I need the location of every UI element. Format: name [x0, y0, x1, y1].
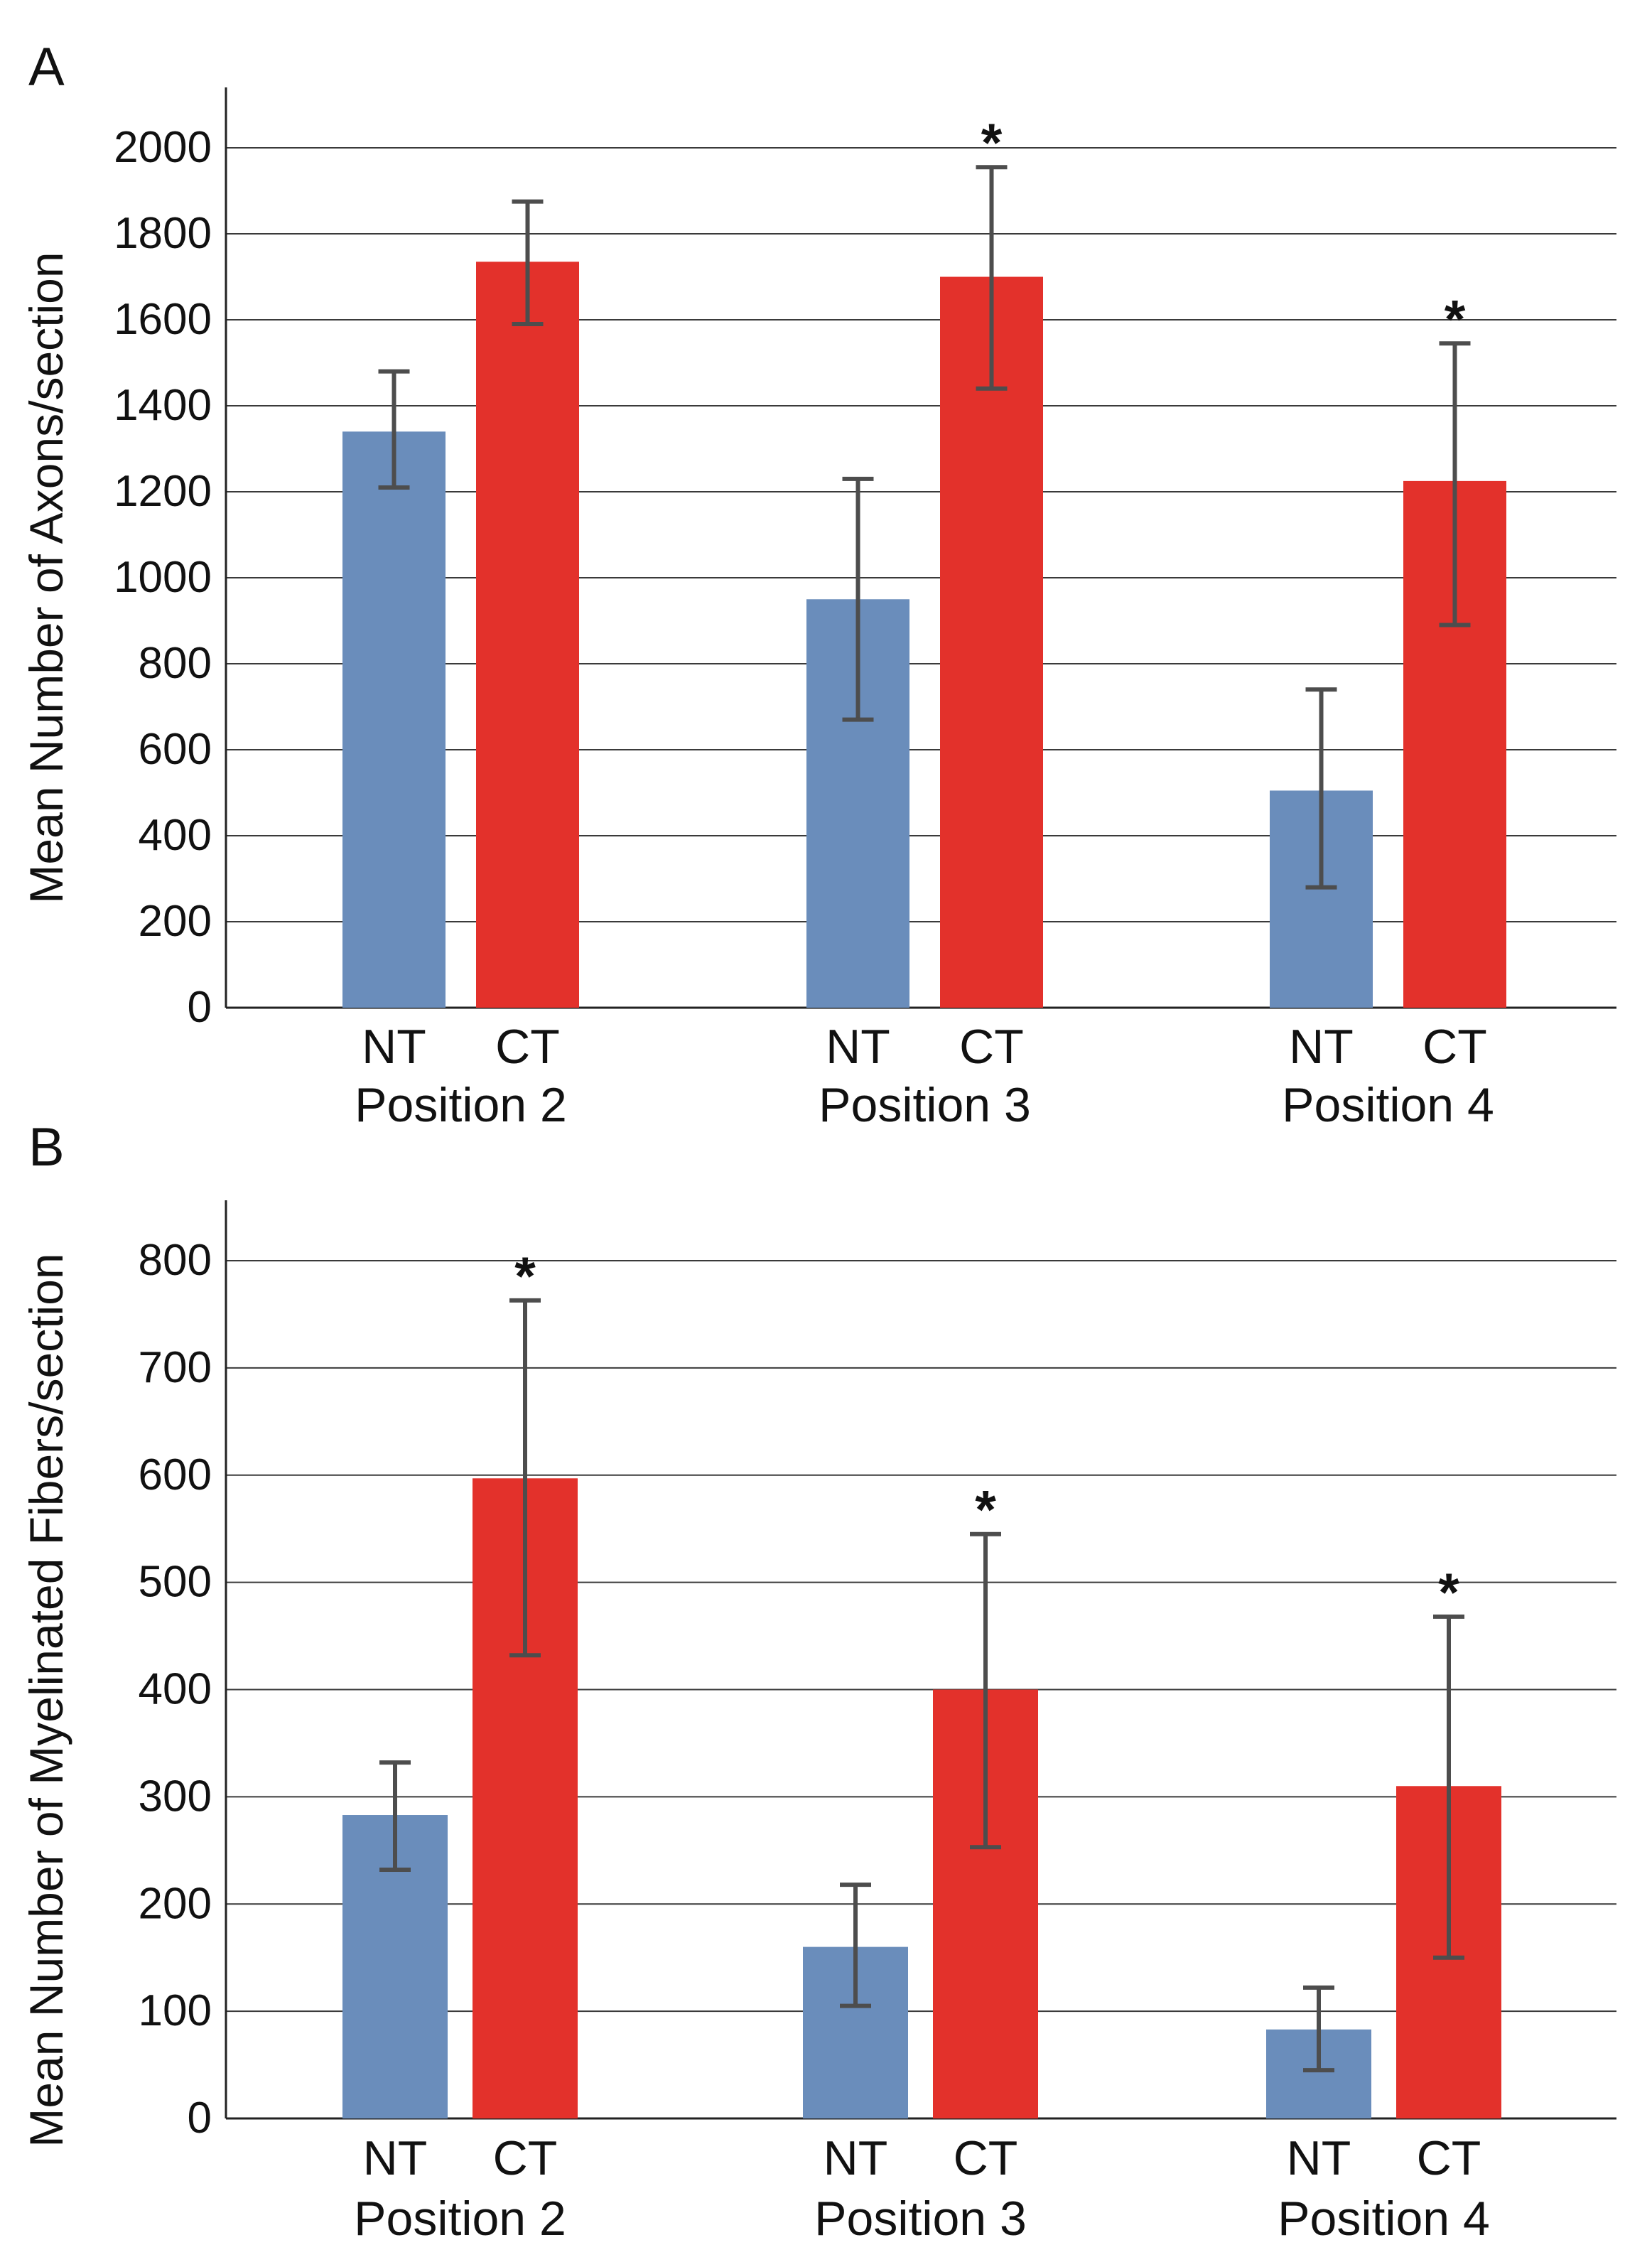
group-label: Position 3: [814, 2192, 1027, 2246]
group-label: Position 4: [1278, 2192, 1490, 2246]
y-tick-label: 1800: [114, 209, 212, 258]
y-axis-label: Mean Number of Axons/section: [20, 252, 72, 903]
x-tick-label: NT: [824, 2131, 888, 2185]
panel-label-A: A: [28, 37, 65, 97]
y-tick-label: 200: [139, 1879, 212, 1928]
panel-label-B: B: [28, 1117, 65, 1178]
y-tick-label: 600: [139, 1450, 212, 1499]
y-tick-label: 2000: [114, 123, 212, 172]
y-tick-label: 600: [139, 725, 212, 774]
x-tick-label: CT: [493, 2131, 558, 2185]
bar-position-2-nt: [342, 431, 446, 1008]
significance-marker: *: [514, 1246, 536, 1307]
significance-marker: *: [975, 1480, 996, 1541]
x-tick-label: CT: [495, 1020, 560, 1074]
group-label: Position 4: [1282, 1078, 1494, 1132]
x-tick-label: CT: [1417, 2131, 1481, 2185]
significance-marker: *: [1445, 289, 1466, 350]
y-tick-label: 200: [139, 897, 212, 946]
y-tick-label: 400: [139, 1665, 212, 1714]
y-tick-label: 1400: [114, 381, 212, 430]
x-tick-label: CT: [1422, 1020, 1487, 1074]
y-tick-label: 1600: [114, 295, 212, 344]
x-tick-label: NT: [363, 2131, 428, 2185]
x-tick-label: CT: [954, 2131, 1018, 2185]
y-tick-label: 300: [139, 1772, 212, 1821]
significance-marker: *: [981, 113, 1003, 173]
bar-position-3-ct: [940, 276, 1043, 1008]
group-label: Position 3: [819, 1078, 1031, 1132]
x-tick-label: NT: [826, 1020, 890, 1074]
y-tick-label: 800: [139, 639, 212, 688]
y-tick-label: 700: [139, 1343, 212, 1392]
y-tick-label: 0: [188, 2094, 212, 2143]
group-label: Position 2: [355, 1078, 567, 1132]
x-tick-label: NT: [1287, 2131, 1351, 2185]
y-tick-label: 800: [139, 1236, 212, 1285]
y-axis-label: Mean Number of Myelinated Fibers/section: [20, 1253, 72, 2147]
y-tick-label: 500: [139, 1558, 212, 1607]
significance-marker: *: [1438, 1563, 1459, 1623]
y-tick-label: 400: [139, 811, 212, 860]
group-label: Position 2: [354, 2192, 566, 2246]
x-tick-label: NT: [1289, 1020, 1354, 1074]
y-tick-label: 100: [139, 1986, 212, 2035]
y-tick-label: 1000: [114, 553, 212, 602]
bar-position-2-ct: [476, 262, 579, 1008]
y-tick-label: 0: [188, 983, 212, 1032]
x-tick-label: NT: [362, 1020, 426, 1074]
y-tick-label: 1200: [114, 467, 212, 516]
x-tick-label: CT: [959, 1020, 1024, 1074]
